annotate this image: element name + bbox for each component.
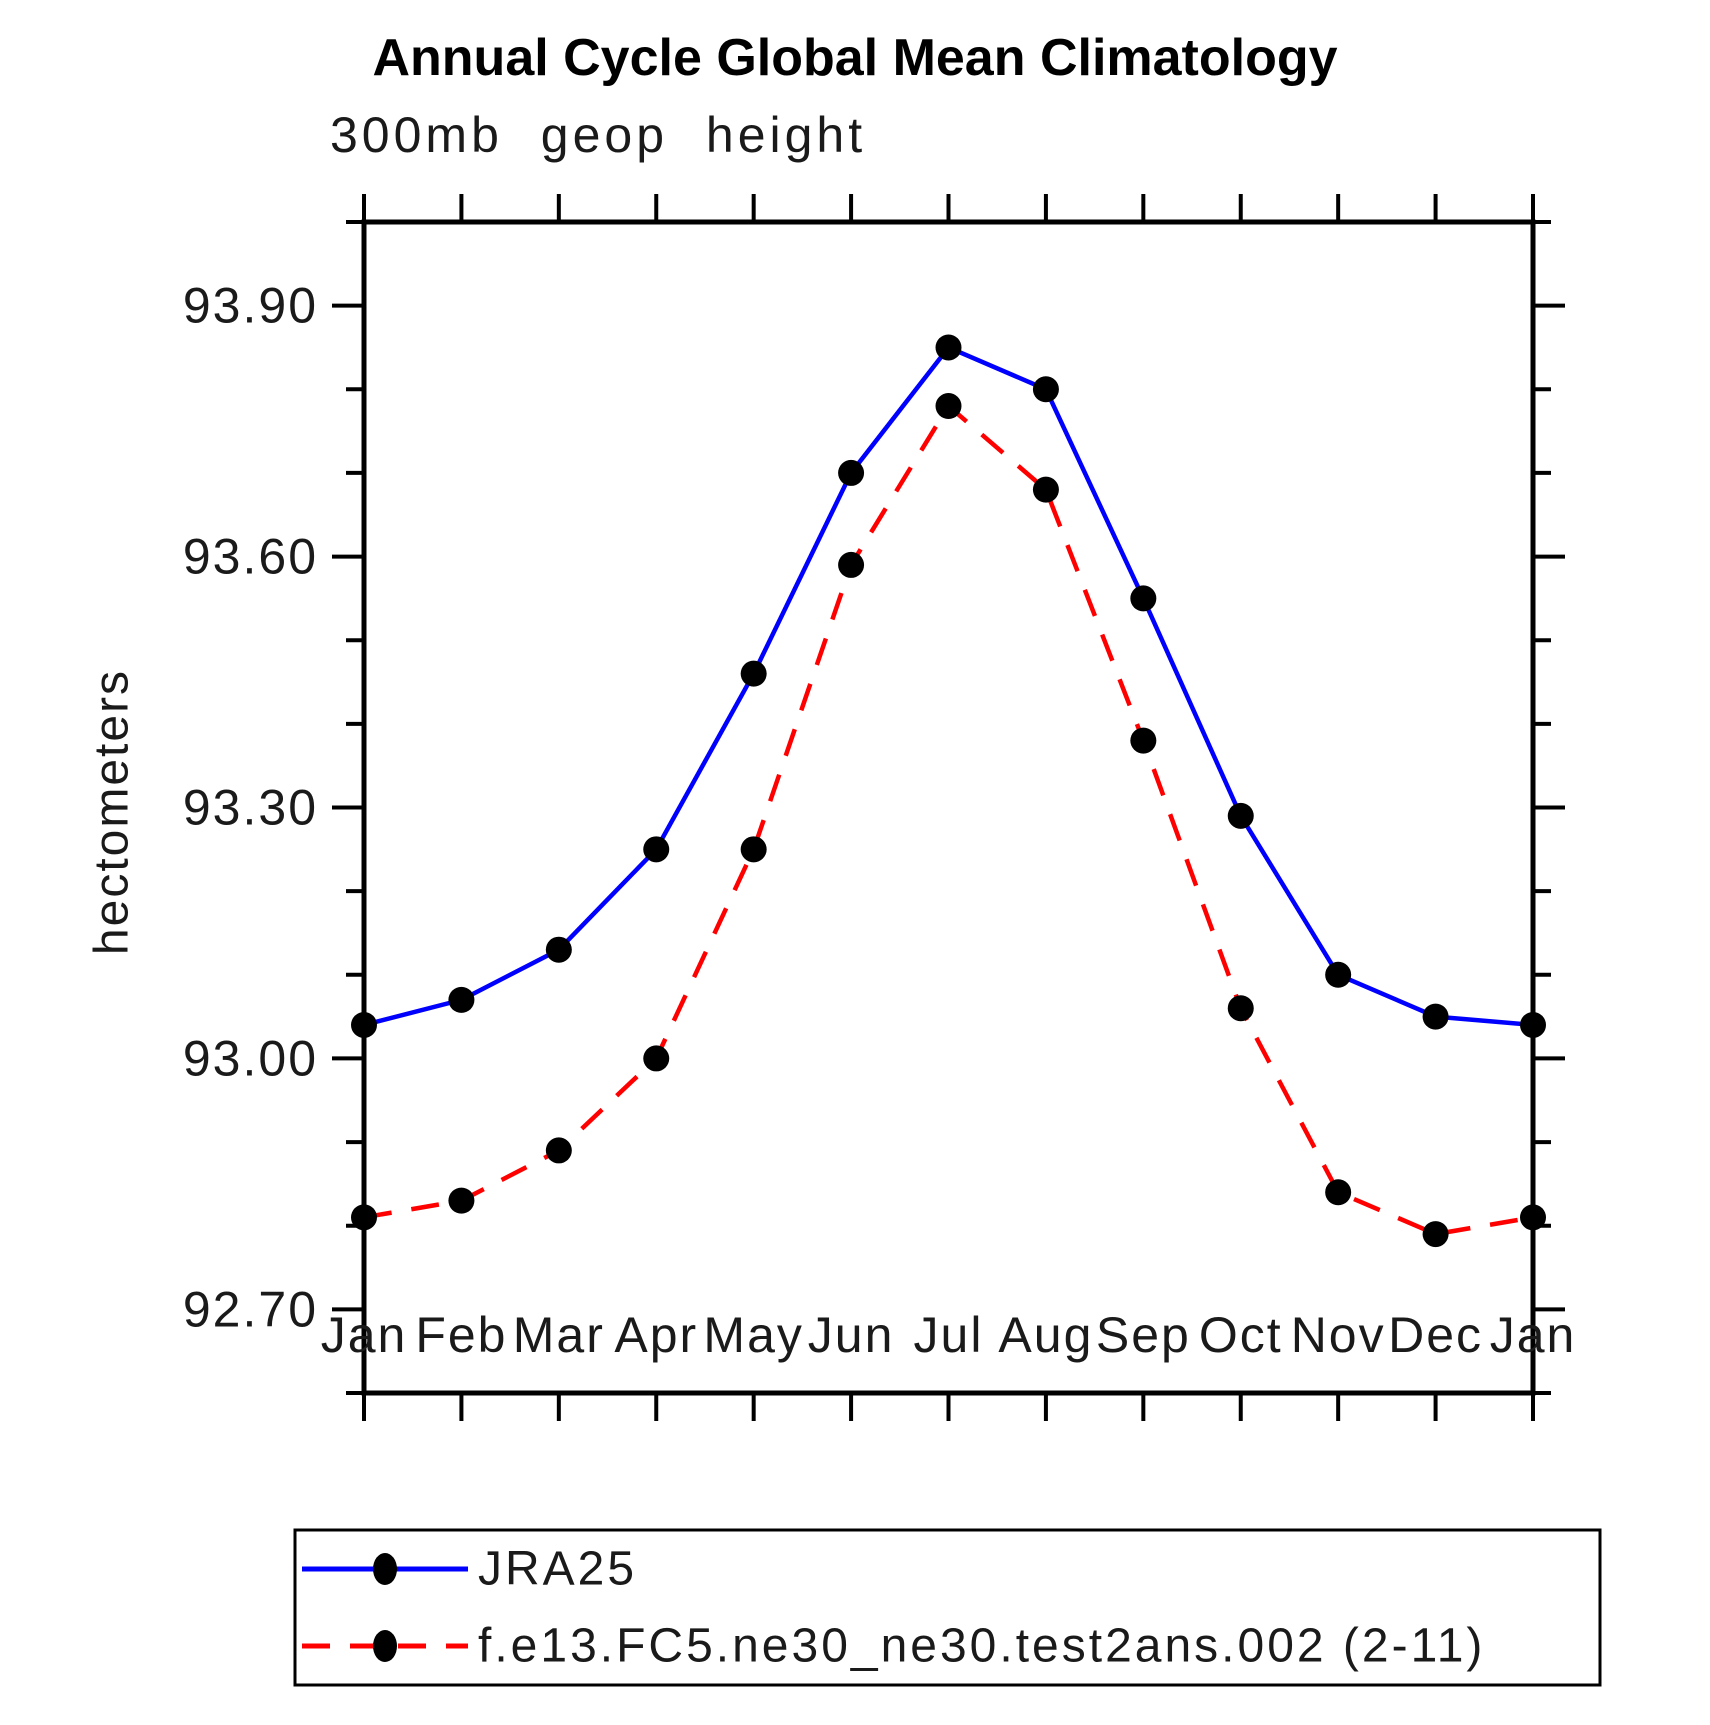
series-line-0	[363, 345, 1534, 1028]
data-point-marker	[1520, 1204, 1546, 1231]
x-tick-label: Dec	[1388, 1307, 1483, 1363]
y-tick-label: 93.60	[183, 529, 318, 585]
x-tick-label: May	[703, 1307, 803, 1363]
y-tick-label: 93.90	[183, 278, 318, 334]
y-tick-label: 93.00	[183, 1030, 318, 1086]
y-tick-label: 93.30	[183, 780, 318, 836]
data-point-marker	[1130, 727, 1157, 754]
data-point-marker	[545, 1137, 572, 1164]
x-tick-label: Jun	[808, 1307, 895, 1363]
data-point-marker	[740, 660, 767, 687]
x-tick-label: Mar	[513, 1307, 605, 1363]
chart-subtitle: 300mb geop height	[330, 107, 867, 163]
data-point-marker	[643, 1045, 670, 1072]
legend-marker	[373, 1553, 397, 1585]
legend-marker	[373, 1630, 397, 1662]
data-point-marker	[1520, 1011, 1546, 1038]
data-point-marker	[740, 836, 767, 863]
data-point-marker	[545, 936, 572, 963]
x-tick-label: Apr	[614, 1307, 698, 1363]
x-tick-label: Aug	[998, 1307, 1093, 1363]
data-point-marker	[448, 986, 475, 1013]
y-tick-label: 92.70	[183, 1281, 318, 1337]
x-tick-label: Jan	[1490, 1307, 1577, 1363]
data-point-marker	[1422, 1221, 1449, 1248]
chart-title: Annual Cycle Global Mean Climatology	[372, 29, 1338, 87]
legend-entry-label: JRA25	[478, 1543, 637, 1596]
x-tick-label: Jan	[321, 1307, 408, 1363]
data-point-marker	[1227, 802, 1254, 829]
legend-box	[293, 1528, 1602, 1687]
data-point-marker	[935, 334, 962, 361]
data-point-marker	[1032, 376, 1059, 403]
x-tick-label: Jul	[914, 1307, 984, 1363]
x-tick-label: Nov	[1291, 1307, 1386, 1363]
x-tick-label: Feb	[415, 1307, 507, 1363]
series-line-1	[363, 403, 1534, 1237]
data-point-marker	[838, 551, 865, 578]
data-point-marker	[351, 1011, 377, 1038]
x-tick-label: Oct	[1199, 1307, 1283, 1363]
data-point-marker	[1325, 1179, 1352, 1206]
data-point-marker	[351, 1204, 377, 1231]
data-point-marker	[1325, 961, 1352, 988]
data-point-marker	[1227, 995, 1254, 1022]
data-point-marker	[935, 393, 962, 420]
data-point-marker	[1130, 585, 1157, 612]
data-point-marker	[643, 836, 670, 863]
data-point-marker	[1422, 1003, 1449, 1030]
data-point-marker	[448, 1187, 475, 1214]
x-tick-label: Sep	[1096, 1307, 1191, 1363]
data-point-marker	[838, 459, 865, 486]
legend-entry-label: f.e13.FC5.ne30_ne30.test2ans.002 (2-11)	[478, 1620, 1485, 1673]
data-point-marker	[1032, 476, 1059, 503]
